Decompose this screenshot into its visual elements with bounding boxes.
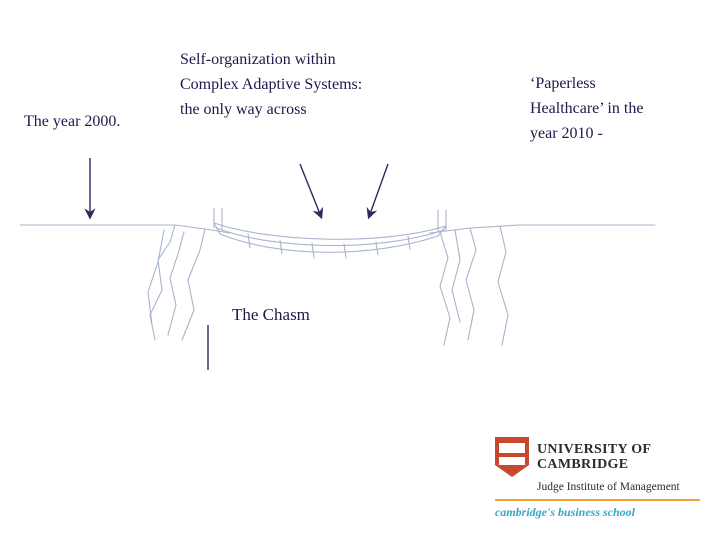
university-logo: UNIVERSITY OF CAMBRIDGE Judge Institute … bbox=[495, 437, 700, 520]
shield-icon bbox=[495, 437, 529, 477]
center-line-3: the only way across bbox=[180, 98, 440, 123]
center-line-1: Self-organization within bbox=[180, 48, 440, 73]
left-year-label: The year 2000. bbox=[24, 110, 120, 135]
center-caption: Self-organization within Complex Adaptiv… bbox=[180, 48, 440, 122]
uni-line-1: UNIVERSITY OF bbox=[537, 442, 651, 457]
chasm-label: The Chasm bbox=[232, 305, 310, 325]
judge-institute-label: Judge Institute of Management bbox=[537, 481, 700, 493]
right-line-3: year 2010 - bbox=[530, 122, 700, 147]
logo-top-row: UNIVERSITY OF CAMBRIDGE bbox=[495, 437, 700, 477]
chasm-diagram bbox=[0, 150, 720, 370]
right-line-2: Healthcare’ in the bbox=[530, 97, 700, 122]
university-name: UNIVERSITY OF CAMBRIDGE bbox=[537, 442, 651, 473]
logo-divider bbox=[495, 499, 700, 501]
uni-line-2: CAMBRIDGE bbox=[537, 457, 651, 472]
right-caption: ‘Paperless Healthcare’ in the year 2010 … bbox=[530, 72, 700, 146]
center-line-2: Complex Adaptive Systems: bbox=[180, 73, 440, 98]
right-line-1: ‘Paperless bbox=[530, 72, 700, 97]
business-school-label: cambridge's business school bbox=[495, 505, 700, 520]
